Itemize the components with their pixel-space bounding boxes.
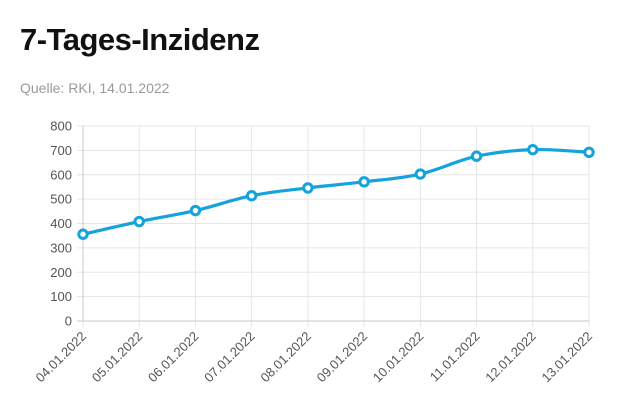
data-point bbox=[583, 146, 595, 159]
y-tick-label: 0 bbox=[65, 314, 72, 329]
data-point bbox=[189, 204, 202, 217]
data-point bbox=[133, 215, 145, 228]
data-point bbox=[245, 190, 258, 202]
data-point bbox=[470, 150, 483, 162]
y-tick-label: 800 bbox=[50, 119, 72, 134]
x-tick-label: 05.01.2022 bbox=[89, 329, 146, 386]
data-point bbox=[414, 168, 427, 180]
x-tick-label: 04.01.2022 bbox=[32, 329, 89, 386]
y-tick-label: 300 bbox=[50, 240, 72, 255]
x-tick-label: 07.01.2022 bbox=[201, 329, 258, 386]
label-layer: 0 100 200 300 400 500 600 700 800 04.01.2022 05.01… bbox=[32, 119, 595, 386]
x-tick-label: 13.01.2022 bbox=[538, 329, 595, 386]
axis-layer bbox=[82, 126, 589, 322]
y-tick-label: 700 bbox=[50, 143, 72, 158]
x-tick-label: 10.01.2022 bbox=[370, 329, 427, 386]
x-tick-label: 08.01.2022 bbox=[257, 329, 314, 386]
y-tick-label: 200 bbox=[50, 265, 72, 280]
x-tick-label: 12.01.2022 bbox=[482, 329, 539, 386]
data-point bbox=[77, 228, 89, 240]
series-line bbox=[81, 147, 591, 236]
data-point bbox=[358, 176, 370, 188]
y-tick-label: 500 bbox=[50, 192, 72, 207]
x-tick-label: 11.01.2022 bbox=[427, 329, 483, 385]
source-label: Quelle: RKI, 14.01.2022 bbox=[20, 80, 170, 96]
y-tick-label: 400 bbox=[50, 216, 72, 231]
y-tick-label: 100 bbox=[50, 289, 72, 304]
series-layer bbox=[77, 143, 595, 240]
data-point bbox=[302, 182, 314, 194]
y-tick-label: 600 bbox=[50, 167, 72, 182]
page-title: 7-Tages-Inzidenz bbox=[20, 22, 260, 57]
x-tick-label: 06.01.2022 bbox=[145, 329, 202, 386]
grid-layer bbox=[77, 125, 590, 327]
x-tick-label: 09.01.2022 bbox=[314, 329, 371, 386]
data-point bbox=[527, 143, 539, 156]
